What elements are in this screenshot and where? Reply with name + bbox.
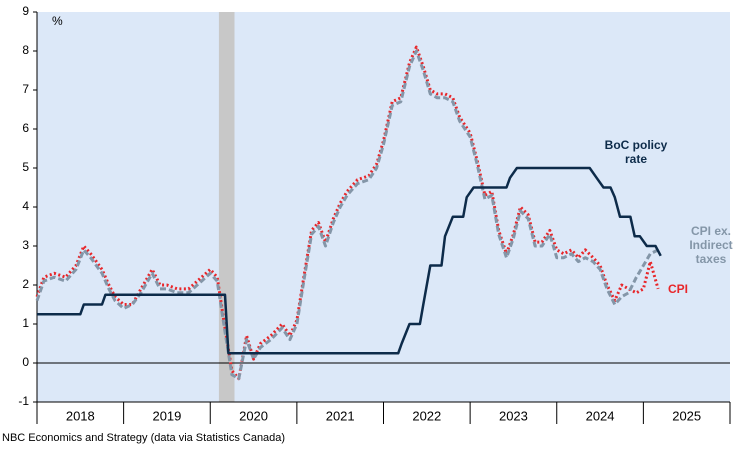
x-tick-label: 2021 <box>326 408 355 423</box>
x-tick-label: 2025 <box>672 408 701 423</box>
x-tick-label: 2023 <box>499 408 528 423</box>
x-tick-label: 2024 <box>586 408 615 423</box>
series-label: rate <box>625 152 647 166</box>
series-line <box>37 166 662 355</box>
y-tick-label: 9 <box>22 4 29 18</box>
x-tick-label: 2020 <box>239 408 268 423</box>
y-tick-label: -1 <box>18 394 29 408</box>
y-tick-label: 6 <box>22 121 29 135</box>
y-tick-label: 8 <box>22 43 29 57</box>
x-tick-label: 2018 <box>66 408 95 423</box>
y-tick-label: 3 <box>22 238 29 252</box>
y-tick-label: 2 <box>22 277 29 291</box>
y-tick-label: 4 <box>22 199 29 213</box>
series-line <box>35 49 659 381</box>
plot-background <box>37 12 730 402</box>
y-tick-label: 5 <box>22 160 29 174</box>
series-label: CPI <box>668 282 688 296</box>
x-tick-label: 2019 <box>152 408 181 423</box>
x-tick-label: 2022 <box>412 408 441 423</box>
series-label: BoC policy <box>605 138 668 152</box>
y-tick-label: 0 <box>22 355 29 369</box>
unit-label: % <box>52 14 63 28</box>
y-tick-label: 7 <box>22 82 29 96</box>
series-line <box>35 45 660 381</box>
series-label: Indirect <box>689 238 732 252</box>
source-note: NBC Economics and Strategy (data via Sta… <box>2 432 285 444</box>
series-label: taxes <box>696 252 727 266</box>
y-tick-label: 1 <box>22 316 29 330</box>
series-label: CPI ex. <box>691 224 731 238</box>
